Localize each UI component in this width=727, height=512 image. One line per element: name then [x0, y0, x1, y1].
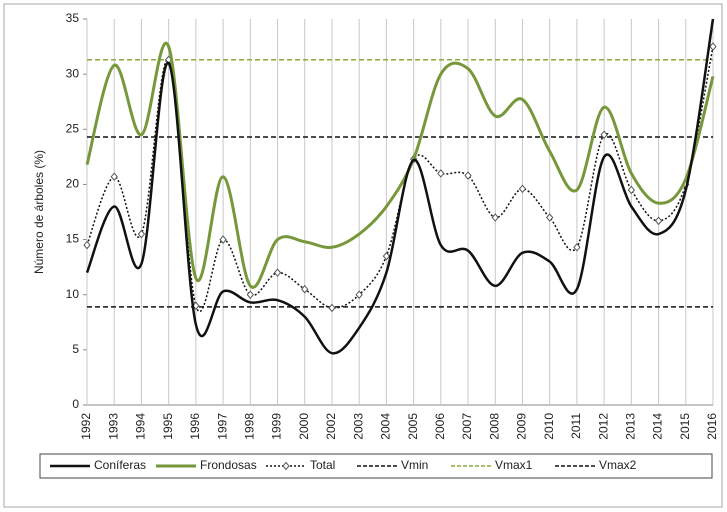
x-tick-label: 1994 — [134, 413, 148, 440]
marker — [491, 213, 499, 222]
x-tick-label: 2012 — [596, 413, 610, 440]
marker — [137, 229, 146, 239]
legend-label: Vmax2 — [599, 458, 637, 472]
x-tick-label: 2005 — [406, 413, 420, 440]
marker — [654, 216, 663, 226]
y-tick-label: 35 — [66, 11, 80, 25]
x-tick-label: 2008 — [487, 413, 501, 440]
y-tick-label: 0 — [72, 397, 79, 411]
x-tick-label: 2002 — [324, 413, 338, 440]
legend-label: Total — [310, 458, 335, 472]
marker — [627, 185, 636, 195]
y-tick-label: 5 — [72, 342, 79, 356]
y-tick-label: 20 — [66, 177, 80, 191]
x-tick-label: 2006 — [433, 413, 447, 440]
x-tick-label: 2013 — [624, 413, 638, 440]
legend-label: Vmin — [401, 458, 428, 472]
marker — [219, 235, 227, 244]
x-tick-label: 2009 — [515, 413, 529, 440]
x-tick-label: 1996 — [188, 413, 202, 440]
marker — [328, 303, 336, 313]
x-tick-label: 1992 — [79, 413, 93, 440]
x-tick-label: 1993 — [106, 413, 120, 440]
x-tick-label: 2014 — [651, 413, 665, 440]
y-axis-label: Número de árboles (%) — [32, 150, 46, 274]
marker — [709, 42, 717, 51]
x-tick-label: 2000 — [297, 413, 311, 440]
marker — [83, 240, 91, 250]
marker — [382, 251, 391, 261]
x-tick-label: 2007 — [460, 413, 474, 440]
legend-marker — [282, 461, 290, 471]
line-series — [85, 41, 715, 289]
x-tick-label: 2010 — [542, 413, 556, 440]
x-tick-label: 1998 — [242, 413, 256, 440]
x-tick-label: 2004 — [379, 413, 393, 440]
y-tick-label: 10 — [66, 287, 80, 301]
x-tick-label: 1997 — [215, 413, 229, 440]
y-tick-label: 25 — [66, 121, 80, 135]
x-tick-label: 1995 — [161, 413, 175, 440]
x-tick-label: 2015 — [678, 413, 692, 440]
x-tick-label: 1999 — [270, 413, 284, 440]
marker — [437, 169, 445, 178]
y-tick-label: 15 — [66, 232, 80, 246]
marker — [273, 268, 282, 277]
line-series — [85, 18, 715, 355]
marker — [301, 284, 309, 294]
x-tick-label: 2003 — [351, 413, 365, 440]
marker — [246, 290, 254, 299]
marker — [110, 172, 118, 181]
legend-label: Frondosas — [200, 458, 257, 472]
marker — [573, 243, 581, 252]
marker — [546, 213, 554, 222]
marker — [518, 184, 527, 194]
marker — [464, 171, 472, 180]
y-tick-label: 30 — [66, 66, 80, 80]
x-tick-label: 2016 — [705, 413, 719, 440]
marker — [355, 290, 363, 299]
marker — [600, 130, 608, 140]
legend-label: Vmax1 — [495, 458, 533, 472]
legend-label: Coníferas — [94, 458, 146, 472]
x-tick-label: 2011 — [569, 413, 583, 439]
